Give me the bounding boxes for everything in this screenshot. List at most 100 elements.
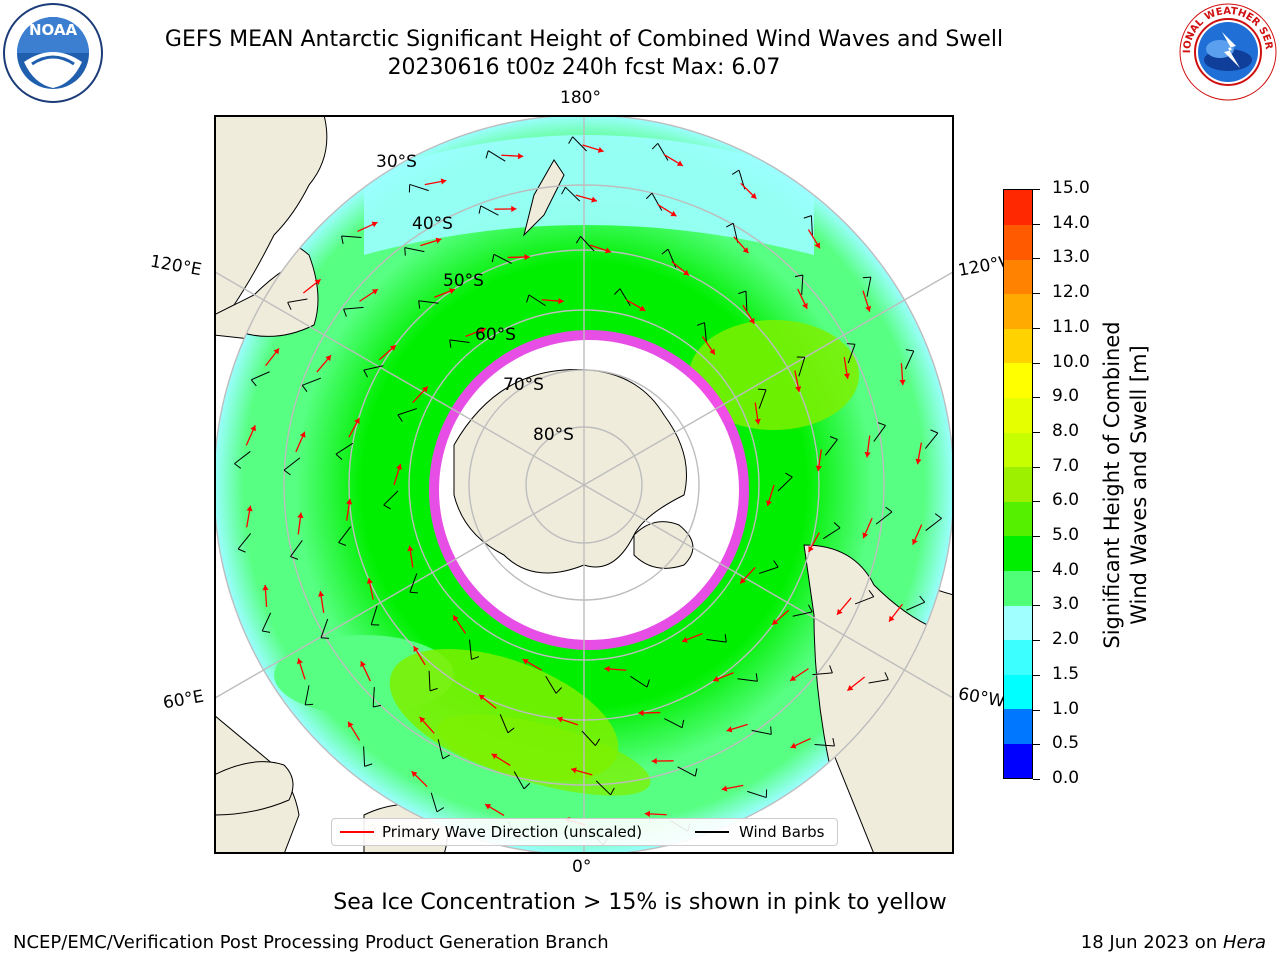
longitude-meridian <box>216 484 585 699</box>
colorbar-tick-label: 6.0 <box>1052 490 1080 511</box>
wind-barb-shaft <box>581 730 596 746</box>
colorbar-label-line2: Wind Waves and Swell [m] <box>1127 345 1151 625</box>
wind-barb-shaft <box>335 442 354 455</box>
wind-barb-shaft <box>528 294 546 307</box>
lon-label-0: 0° <box>572 857 592 877</box>
peak-wave-region <box>437 714 651 796</box>
wave-arrow-head <box>297 512 304 519</box>
colorbar-segment <box>1004 432 1032 468</box>
colorbar-segment <box>1004 535 1032 571</box>
colorbar-tick-label: 3.0 <box>1052 594 1080 615</box>
colorbar-tick-mark <box>1033 293 1040 295</box>
wind-barb-shaft <box>737 678 758 682</box>
footer-credit: NCEP/EMC/Verification Post Processing Pr… <box>13 932 609 953</box>
wave-arrow-head <box>681 636 688 643</box>
wave-arrow-head <box>651 757 657 765</box>
wind-barb-shaft <box>404 247 425 253</box>
wind-barb-shaft <box>595 780 611 796</box>
sea-ice-note: Sea Ice Concentration > 15% is shown in … <box>333 890 947 915</box>
wind-barb-flag <box>770 726 772 735</box>
wave-arrow-head <box>597 146 604 153</box>
wind-barb-flag <box>320 637 330 639</box>
wave-arrow-head <box>862 532 869 539</box>
colorbar-tick-mark <box>1033 327 1040 329</box>
wave-arrow-head <box>912 538 918 545</box>
wave-arrow-head <box>888 615 895 622</box>
wind-barb-shaft <box>493 253 512 264</box>
wind-barb-flag <box>491 254 495 263</box>
wind-barb-shaft <box>875 511 893 525</box>
wind-barb-shaft <box>854 596 874 605</box>
colorbar-segment <box>1004 466 1032 502</box>
colorbar-segment <box>1004 362 1032 399</box>
wave-direction-arrows <box>245 144 923 826</box>
wind-barb-shaft <box>651 192 663 211</box>
colorbar-segment <box>1004 674 1032 710</box>
wave-arrow-head <box>389 345 396 351</box>
wind-barb-shaft <box>383 490 399 506</box>
wave-arrow-head <box>557 716 563 723</box>
wind-barb-flag <box>773 560 779 568</box>
wind-barb-flag <box>397 414 403 422</box>
colorbar-tick-mark <box>1033 501 1040 503</box>
colorbar-tick-mark <box>1033 223 1040 225</box>
wind-barb-flag <box>930 429 939 434</box>
low-wave-region <box>364 135 814 255</box>
colorbar-tick-mark <box>1033 779 1040 780</box>
wind-barb-flag <box>283 469 291 476</box>
wave-arrow-head <box>670 210 677 217</box>
wave-arrow-head <box>790 742 797 749</box>
wind-barb-shaft <box>751 729 772 735</box>
wave-arrow-head <box>371 221 378 228</box>
wind-barb-shaft <box>437 739 444 759</box>
wave-arrow-head <box>273 348 280 355</box>
wind-barb-shaft <box>904 350 915 370</box>
wave-arrow-head <box>422 386 428 393</box>
wind-barb-flag <box>832 738 835 747</box>
colorbar-tick-mark <box>1033 258 1040 260</box>
wave-arrow-head <box>524 253 530 261</box>
wind-barb-flag <box>237 548 246 553</box>
wind-barb-flag <box>442 754 450 760</box>
wind-barb-flag <box>568 136 574 144</box>
wave-arrow-head <box>604 665 610 673</box>
wind-barb-flag <box>404 247 406 256</box>
wind-barb-shaft <box>873 425 886 442</box>
wave-arrow-head <box>750 192 757 199</box>
wave-arrow-head <box>318 591 325 597</box>
wind-barb-shaft <box>925 518 942 531</box>
wave-arrow-head <box>772 619 779 625</box>
wave-arrow-head <box>346 498 353 505</box>
colorbar-tick-label: 1.5 <box>1052 663 1080 684</box>
wind-barb-flag <box>694 768 698 777</box>
wave-arrow-head <box>325 355 332 362</box>
wind-barb-flag <box>287 302 292 310</box>
wave-arrow-head <box>491 753 498 760</box>
wind-barb-shaft <box>847 344 856 364</box>
wave-arrow-head <box>246 505 253 512</box>
wind-barb-flag <box>610 787 615 796</box>
wind-barb-flag <box>884 672 889 680</box>
wind-barb-flag <box>343 308 347 317</box>
wave-arrow-head <box>639 305 646 311</box>
wind-barb-flag <box>234 463 242 469</box>
wind-barb-flag <box>373 704 382 708</box>
wind-barb-shaft <box>777 476 793 492</box>
wind-barb-shaft <box>480 205 499 216</box>
continent-land <box>216 761 294 816</box>
wave-arrow-head <box>360 661 366 668</box>
colorbar-tick-mark <box>1033 640 1040 642</box>
wind-barb-flag <box>429 687 438 692</box>
wave-arrow-head <box>721 785 728 792</box>
wind-barb-flag <box>829 665 833 674</box>
wave-arrow-head <box>591 196 597 203</box>
wave-arrow-head <box>407 545 414 552</box>
wave-arrow-head <box>480 327 487 334</box>
wind-barb-flag <box>794 274 803 278</box>
colorbar-tick-mark <box>1033 397 1040 399</box>
wind-barb-flag <box>614 288 621 295</box>
wind-barb-legend-label: Wind Barbs <box>739 823 825 841</box>
wave-arrow-head <box>709 348 715 355</box>
colorbar-segment <box>1004 639 1032 675</box>
colorbar-tick-mark <box>1033 605 1040 607</box>
